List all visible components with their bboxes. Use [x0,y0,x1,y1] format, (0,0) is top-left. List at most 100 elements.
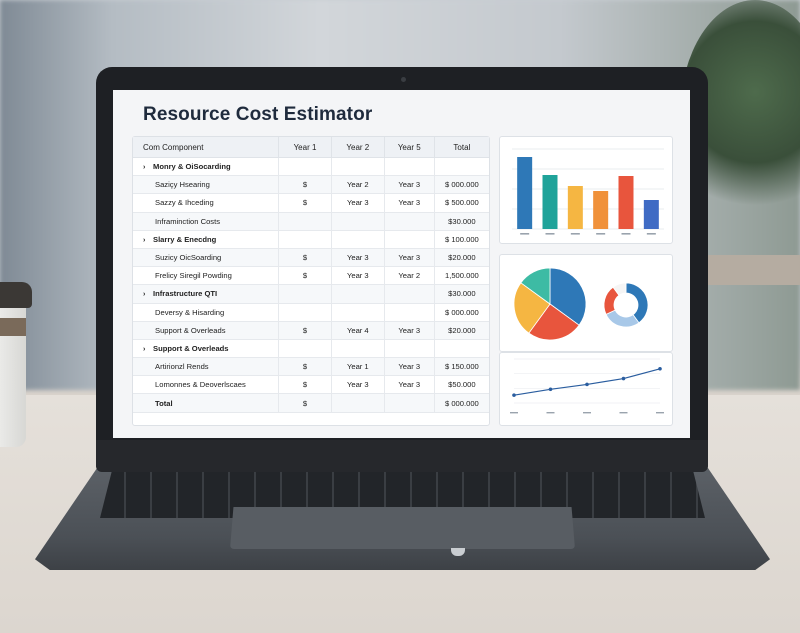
cell-y2: Year 4 [331,321,385,340]
cell-y2: Year 3 [331,375,385,395]
cell-total: $ 000.000 [434,393,489,413]
cell-label: Support & Overleads [133,321,280,340]
tick-label [583,412,591,414]
cell-y1: $ [278,248,332,268]
cell-total: $ 100.000 [434,230,489,249]
column-header-total[interactable]: Total [434,137,489,158]
pie-slice [520,267,551,305]
cell-label: Sazzy & Ihceding [133,193,280,213]
cell-text: $50.000 [448,380,476,390]
table-row[interactable]: › Infrastructure QTI $30.000 [133,284,489,304]
chevron-right-icon[interactable]: › [143,236,146,244]
tick-label [570,233,580,235]
cell-y3 [384,230,435,249]
cell-label: › Support & Overleads [133,339,280,359]
cell-total: $20.000 [434,248,489,268]
cell-text: Year 3 [346,198,369,208]
coffee-cup-sleeve [0,318,26,336]
cell-text: Year 4 [346,325,369,335]
cell-text: 1,500.000 [444,271,479,281]
tick-label [619,412,628,414]
cell-text: Year 2 [398,271,421,281]
cell-text: $20.000 [448,253,476,263]
cell-text: $ [302,271,308,281]
line-chart-card [499,352,673,426]
table-row[interactable]: Support & Overleads $ Year 4 Year 3 $20.000 [133,321,489,340]
laptop-trackpad [230,507,575,549]
chevron-right-icon[interactable]: › [143,164,146,172]
cell-text: Sazzy & Ihceding [155,198,214,208]
chevron-right-icon[interactable]: › [143,345,146,353]
cell-total: $ 000.000 [434,175,489,195]
cell-y1 [278,303,332,322]
cell-total: $30.000 [434,212,489,231]
cell-y1: $ [278,175,332,195]
column-header-year2[interactable]: Year 2 [331,137,385,158]
table-row[interactable]: Frelicy Siregil Powding $ Year 3 Year 2 1,50… [133,266,489,286]
table-row[interactable]: Sazzy & Ihceding $ Year 3 Year 3 $ 500.000 [133,193,489,213]
table-row[interactable]: › Slarry & Enecdng $ 100.000 [133,230,489,249]
table-row[interactable]: Total $ $ 000.000 [133,393,489,413]
table-row[interactable]: Deversy & Hisarding $ 000.000 [133,303,489,322]
cell-label: Inframinction Costs [133,212,280,231]
table-row[interactable]: Artirionzl Rends $ Year 1 Year 3 $ 150.000 [133,357,489,377]
cell-label: Lomonnes & Deoverlscaes [133,375,280,395]
cell-text: $ [302,398,308,408]
tick-label [646,233,656,235]
cell-y3 [384,284,435,304]
laptop-screen: Resource Cost Estimator Com Component Ye… [113,90,690,438]
cell-label: › Slarry & Enecdng [133,230,280,249]
cell-text: Year 1 [346,362,369,372]
tick-label [596,233,606,235]
table-row[interactable]: Inframinction Costs $30.000 [133,212,489,231]
bar [593,191,609,229]
cell-text: $20.000 [448,325,476,335]
cell-text: Deversy & Hisarding [155,307,225,317]
cell-y3: Year 3 [384,321,435,340]
cell-text: $ [302,362,308,372]
table-row[interactable]: › Monry & OiSocarding [133,157,489,177]
bar-chart-card [499,136,673,244]
cell-total [434,339,489,359]
cell-y1 [278,339,332,359]
cell-text: Year 3 [398,380,421,390]
cell-text: Suzicy OicSoarding [155,253,222,263]
laptop-notch [451,548,465,556]
cell-text: Frelicy Siregil Powding [155,271,232,281]
cell-text: $ 000.000 [444,398,479,408]
page-title: Resource Cost Estimator [143,104,373,125]
cost-table: Com Component Year 1 Year 2 Year 5 Total… [133,137,489,413]
cell-label: Artirionzl Rends [133,357,280,377]
bar [567,186,583,229]
cell-label: Total [133,393,280,413]
table-row[interactable]: Suzicy OicSoarding $ Year 3 Year 3 $20.000 [133,248,489,268]
cell-text: Year 3 [398,253,421,263]
cell-y1: $ [278,375,332,395]
column-header-year1[interactable]: Year 1 [278,137,332,158]
column-header-component[interactable]: Com Component [133,137,280,158]
table-row[interactable]: Saziçy Hsearing $ Year 2 Year 3 $ 000.000 [133,175,489,195]
table-row[interactable]: › Support & Overleads [133,339,489,359]
cell-y3 [384,303,435,322]
cell-y1 [278,212,332,231]
cell-text: Year 3 [346,271,369,281]
tick-label [656,412,664,414]
column-header-year5[interactable]: Year 5 [384,137,435,158]
chevron-right-icon[interactable]: › [143,291,146,299]
pie-slice [513,282,551,334]
cell-y2 [331,393,385,413]
cell-text: Year 3 [398,198,421,208]
cell-y1: $ [278,357,332,377]
cell-y3: Year 3 [384,357,435,377]
cell-text: Artirionzl Rends [155,362,209,372]
cell-text: Year 3 [346,253,369,263]
cell-y2 [331,339,385,359]
cell-y1: $ [278,266,332,286]
data-point [585,382,589,387]
tick-label [546,412,555,414]
cell-y1 [278,157,332,177]
cell-text: $ 000.000 [444,180,479,190]
cell-text: Year 3 [346,380,369,390]
table-row[interactable]: Lomonnes & Deoverlscaes $ Year 3 Year 3 $50.… [133,375,489,395]
cell-y2 [331,303,385,322]
